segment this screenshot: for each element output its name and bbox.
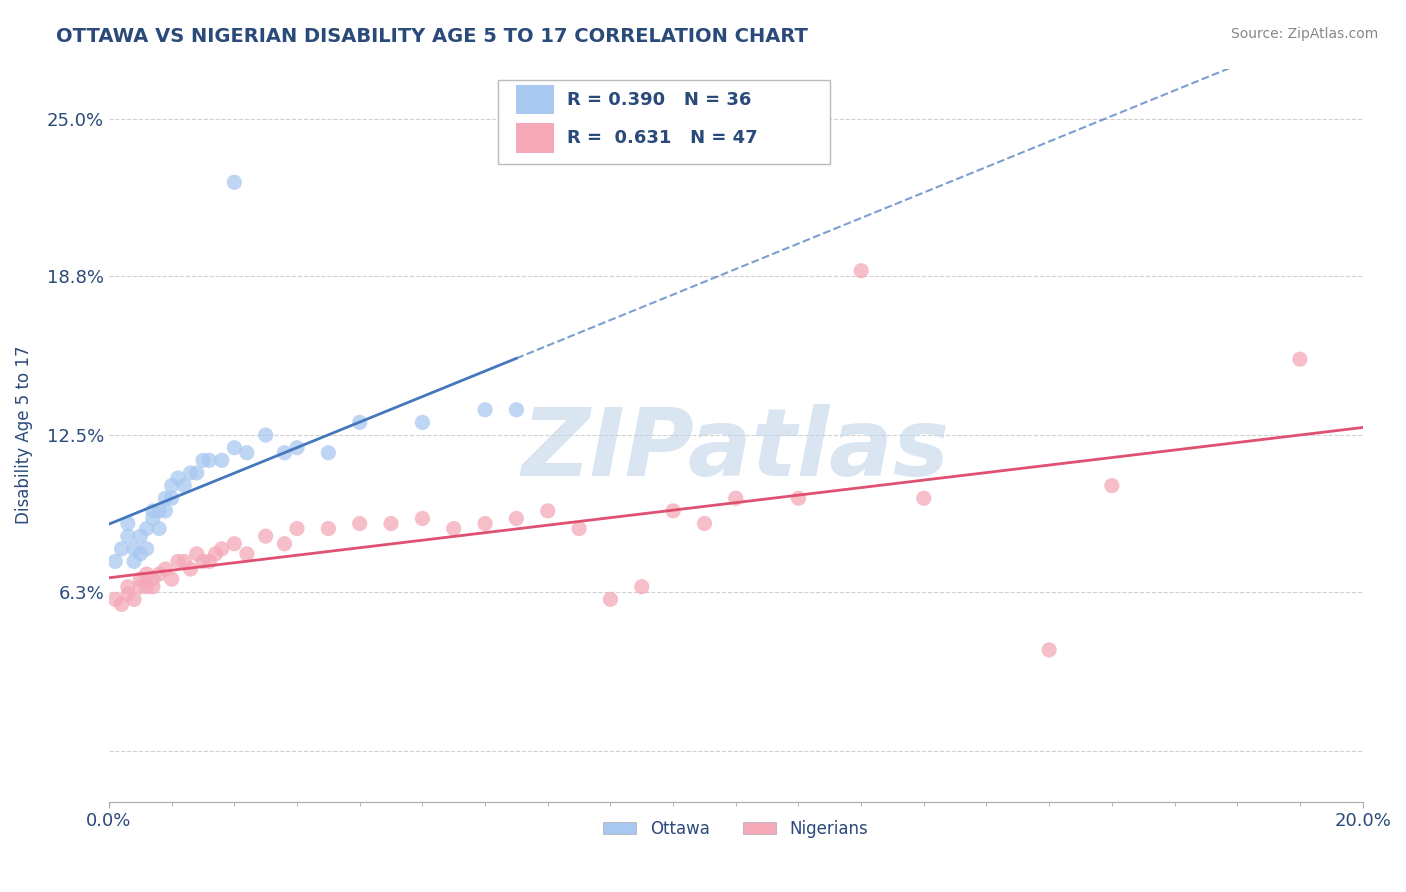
Point <box>110 541 132 556</box>
Point <box>155 491 177 506</box>
Point <box>117 516 139 531</box>
Point <box>236 547 259 561</box>
Point <box>135 567 157 582</box>
Point <box>1038 643 1060 657</box>
Point <box>349 416 371 430</box>
Point <box>160 572 183 586</box>
Point <box>285 441 308 455</box>
Legend: Ottawa, Nigerians: Ottawa, Nigerians <box>596 814 875 845</box>
Point <box>849 264 872 278</box>
Point <box>142 511 165 525</box>
Text: R =  0.631   N = 47: R = 0.631 N = 47 <box>567 129 758 147</box>
Point <box>191 453 214 467</box>
Point <box>505 402 527 417</box>
Point <box>443 522 465 536</box>
Point <box>411 416 433 430</box>
Point <box>129 547 152 561</box>
Point <box>179 562 201 576</box>
Point <box>117 580 139 594</box>
Point <box>211 541 233 556</box>
Point <box>254 428 277 442</box>
Point <box>505 511 527 525</box>
Text: OTTAWA VS NIGERIAN DISABILITY AGE 5 TO 17 CORRELATION CHART: OTTAWA VS NIGERIAN DISABILITY AGE 5 TO 1… <box>56 27 808 45</box>
Y-axis label: Disability Age 5 to 17: Disability Age 5 to 17 <box>15 346 32 524</box>
Point <box>135 541 157 556</box>
Point <box>474 402 496 417</box>
Point <box>1289 352 1312 367</box>
Point <box>129 572 152 586</box>
Point <box>160 478 183 492</box>
Point <box>349 516 371 531</box>
Point <box>224 537 246 551</box>
Point <box>155 504 177 518</box>
Point <box>254 529 277 543</box>
Point <box>273 537 295 551</box>
Point <box>599 592 621 607</box>
Point <box>224 441 246 455</box>
Point <box>912 491 935 506</box>
Point <box>198 554 221 568</box>
Point <box>148 504 170 518</box>
Point <box>167 554 190 568</box>
Point <box>155 562 177 576</box>
Point <box>211 453 233 467</box>
Point <box>129 580 152 594</box>
Point <box>129 529 152 543</box>
Point <box>318 446 340 460</box>
Point <box>173 478 195 492</box>
Point <box>167 471 190 485</box>
Point <box>662 504 685 518</box>
Point <box>160 491 183 506</box>
FancyBboxPatch shape <box>498 79 830 164</box>
Text: R = 0.390   N = 36: R = 0.390 N = 36 <box>567 91 751 109</box>
Point <box>173 554 195 568</box>
Bar <box>516 85 554 114</box>
Point <box>122 592 145 607</box>
Bar <box>516 123 554 153</box>
Text: ZIPatlas: ZIPatlas <box>522 404 950 496</box>
Point <box>135 522 157 536</box>
Point <box>787 491 810 506</box>
Point <box>148 522 170 536</box>
Point <box>148 567 170 582</box>
Point <box>1101 478 1123 492</box>
Point <box>693 516 716 531</box>
Point <box>142 504 165 518</box>
Point <box>186 547 208 561</box>
Point <box>110 598 132 612</box>
Point <box>179 466 201 480</box>
Point <box>318 522 340 536</box>
Point <box>724 491 747 506</box>
Point <box>411 511 433 525</box>
Point <box>117 529 139 543</box>
Point <box>198 453 221 467</box>
Point <box>537 504 560 518</box>
Point <box>142 580 165 594</box>
Point <box>204 547 226 561</box>
Point <box>380 516 402 531</box>
Point <box>117 587 139 601</box>
Point <box>630 580 652 594</box>
Point <box>104 592 127 607</box>
Point <box>142 572 165 586</box>
Point <box>122 554 145 568</box>
Point <box>186 466 208 480</box>
Point <box>474 516 496 531</box>
Point <box>104 554 127 568</box>
Point <box>236 446 259 460</box>
Point <box>135 580 157 594</box>
Text: Source: ZipAtlas.com: Source: ZipAtlas.com <box>1230 27 1378 41</box>
Point <box>191 554 214 568</box>
Point <box>285 522 308 536</box>
Point <box>273 446 295 460</box>
Point <box>224 175 246 189</box>
Point <box>568 522 591 536</box>
Point <box>122 541 145 556</box>
